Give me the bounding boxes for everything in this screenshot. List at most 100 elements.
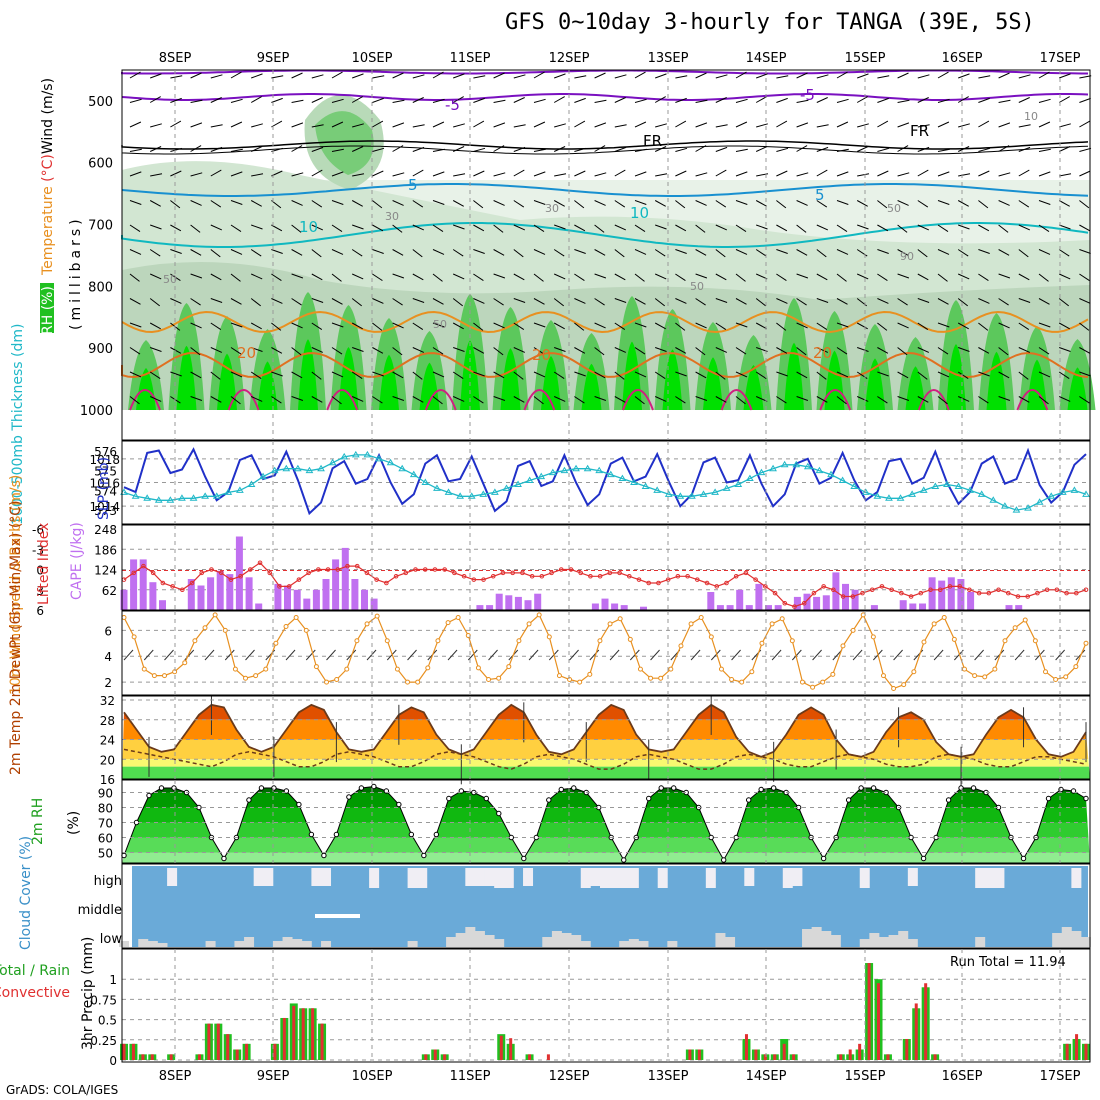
wind-marker — [405, 679, 411, 685]
li-marker — [510, 570, 515, 576]
thickness-marker — [178, 494, 186, 501]
wind-barb — [796, 396, 809, 401]
wind-barb — [554, 123, 566, 128]
wind-marker — [961, 666, 967, 672]
wind-barb — [553, 249, 565, 257]
rh-marker — [920, 855, 927, 862]
wind-barb — [372, 224, 384, 232]
cloud-high-bar — [782, 868, 793, 888]
li-marker — [976, 590, 982, 596]
wind-barb — [452, 371, 464, 380]
wind-barb — [352, 73, 364, 79]
thickness-tick: 573 — [94, 504, 117, 518]
cloud-low-bar — [869, 933, 880, 947]
thickness-marker — [560, 466, 569, 474]
wind-barb — [735, 371, 748, 378]
wind-marker — [931, 621, 937, 627]
wind-barb — [305, 649, 316, 661]
temp-tick: 16 — [100, 773, 115, 787]
wind-barb — [1079, 200, 1090, 209]
wind-barb — [978, 170, 990, 177]
li-marker — [461, 573, 467, 579]
wind-marker — [192, 638, 198, 644]
cape-bar — [312, 589, 320, 611]
rh-band — [122, 852, 1090, 863]
wind-barb — [735, 322, 748, 328]
rh-axis-label: RH (%) — [40, 286, 56, 335]
wind-marker — [516, 638, 522, 644]
wind-marker — [567, 676, 573, 682]
wind-barb — [937, 347, 949, 355]
wind-barb — [715, 97, 727, 103]
wind-marker — [293, 614, 299, 620]
wind-barb — [1038, 347, 1050, 355]
rh-plume-core — [622, 341, 642, 410]
wind-barb — [250, 273, 263, 280]
wind-barb — [614, 146, 627, 152]
rh-marker — [296, 801, 302, 808]
wind-barb — [473, 249, 485, 254]
wind-barb — [897, 273, 910, 279]
wind-barb — [230, 200, 243, 205]
cape-bar — [1005, 605, 1013, 610]
wind-barb — [230, 347, 242, 355]
wind-barb — [796, 72, 808, 79]
cloud-low-bar — [157, 943, 168, 947]
cape-bar — [332, 559, 340, 610]
date-label-bottom: 13SEP — [648, 1069, 689, 1084]
wind-marker — [475, 665, 481, 671]
precip-conv-bar — [858, 1043, 862, 1060]
wind-barb — [230, 298, 242, 305]
wind-barb — [351, 396, 364, 402]
wind-barb — [978, 120, 990, 128]
wind-barb — [735, 148, 748, 152]
cape-bar — [187, 579, 195, 610]
cloud-low-bar — [321, 941, 332, 947]
wind-marker — [425, 665, 431, 671]
thickness-marker — [398, 464, 407, 472]
wind-barb — [554, 347, 566, 352]
thickness-marker — [1070, 486, 1079, 493]
wind-barb — [129, 249, 142, 255]
wind-barb — [331, 371, 344, 378]
wind-barb — [650, 649, 660, 661]
wind-barb — [473, 170, 485, 177]
wind-barb — [190, 200, 202, 206]
wind-barb — [1058, 146, 1071, 152]
wind-barb — [796, 347, 807, 356]
wind-barb — [432, 249, 445, 255]
wind-barb — [978, 298, 990, 304]
wind-barb — [230, 273, 241, 282]
wind-barb — [836, 171, 849, 177]
thickness-marker — [131, 492, 140, 499]
li-marker — [1015, 594, 1021, 599]
wind-barb — [998, 396, 1011, 401]
thickness-marker — [236, 486, 244, 493]
wind-barb — [1059, 123, 1071, 128]
date-label-bottom: 11SEP — [450, 1069, 491, 1084]
wind-barb — [978, 200, 989, 209]
wind-barb — [1018, 169, 1030, 177]
cloud-high-bar — [321, 868, 332, 886]
precip-total-label: Total / Rain — [0, 963, 70, 979]
rh-marker — [483, 795, 490, 802]
wind-barb — [432, 171, 445, 177]
cloud-high-bar — [705, 868, 716, 888]
wind-barb — [513, 298, 526, 303]
wind-barb — [285, 649, 296, 661]
wind-barb — [816, 396, 828, 403]
cape-tick: 62 — [102, 584, 117, 598]
wind-barb — [170, 249, 182, 254]
cape-bar — [235, 536, 243, 610]
wind-barb — [937, 224, 949, 233]
date-label-top: 15SEP — [845, 51, 886, 66]
wind-barb — [372, 298, 384, 304]
wind-barb — [392, 145, 404, 152]
li-marker — [452, 570, 457, 576]
precip-conv-bar — [688, 1049, 692, 1060]
rh-marker — [533, 834, 539, 841]
wind-barb — [710, 649, 721, 661]
rh-marker — [408, 831, 415, 838]
date-label-top: 12SEP — [549, 51, 590, 66]
cloud-low-bar — [811, 927, 822, 947]
